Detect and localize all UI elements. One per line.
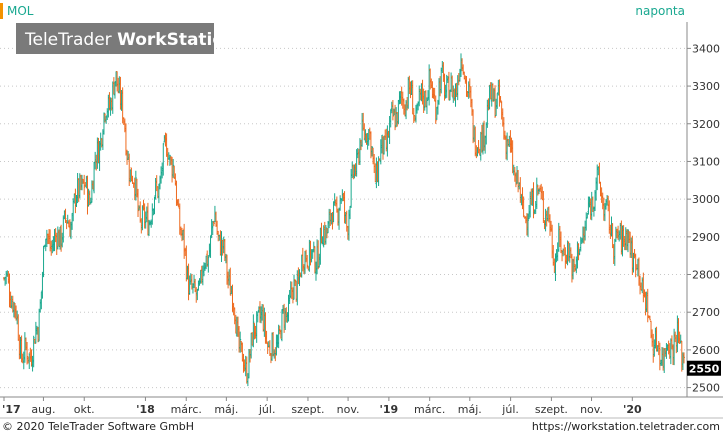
ohlc-bar — [172, 158, 175, 178]
y-tick-label: 2800 — [692, 269, 720, 282]
y-tick-label: 2500 — [692, 382, 720, 395]
x-tick-label: júl. — [258, 403, 276, 416]
x-tick-label: '19 — [380, 403, 399, 416]
ohlc-bar — [577, 243, 580, 261]
ohlc-bar — [32, 335, 35, 368]
ohlc-bar — [252, 314, 255, 348]
x-tick-label: szept. — [535, 403, 568, 416]
interval-label[interactable]: naponta — [635, 4, 685, 18]
ohlc-bar — [634, 253, 637, 278]
x-tick-label: márc. — [414, 403, 445, 416]
ohlc-bar — [477, 140, 480, 154]
ohlc-bar — [212, 220, 215, 227]
ohlc-bar — [137, 188, 140, 217]
last-value-label: 2550 — [689, 363, 720, 376]
x-tick-label: márc. — [171, 403, 202, 416]
y-tick-label: 2900 — [692, 231, 720, 244]
y-tick-label: 3400 — [692, 42, 720, 55]
ohlc-bar — [532, 182, 535, 219]
ohlc-bar — [648, 315, 651, 321]
ohlc-bar — [265, 330, 268, 344]
ohlc-bar — [168, 154, 171, 166]
x-tick-label: máj. — [214, 403, 238, 416]
ohlc-bar — [324, 225, 327, 245]
ohlc-bar — [64, 208, 67, 224]
ohlc-bar — [542, 191, 545, 224]
ohlc-bar — [102, 112, 105, 135]
x-tick-label: '20 — [623, 403, 642, 416]
ohlc-bar — [331, 212, 334, 230]
ohlc-bar — [522, 196, 525, 218]
watermark-brand-bold: WorkStation — [117, 30, 236, 50]
ohlc-bar — [679, 334, 682, 344]
x-tick-label: '17 — [2, 403, 21, 416]
x-tick-label: nov. — [337, 403, 360, 416]
ohlc-bar — [434, 95, 437, 124]
ohlc-bar — [371, 145, 374, 157]
ohlc-bar — [514, 172, 517, 188]
ohlc-bar — [499, 95, 502, 103]
ohlc-bar — [83, 174, 86, 195]
ohlc-bar — [317, 240, 320, 270]
source-url[interactable]: https://workstation.teletrader.com — [532, 420, 720, 433]
ohlc-bar — [229, 267, 232, 296]
ohlc-bar — [266, 342, 269, 355]
ohlc-bar — [220, 231, 223, 262]
ohlc-bar — [380, 134, 383, 154]
x-tick-label: aug. — [31, 403, 55, 416]
ohlc-bar — [134, 170, 137, 201]
y-tick-label: 3100 — [692, 155, 720, 168]
grid-lines — [0, 47, 687, 389]
ohlc-bar — [494, 85, 497, 118]
ohlc-bar — [391, 99, 394, 121]
copyright-text: © 2020 TeleTrader Software GmbH — [2, 420, 194, 433]
x-tick-label: nov. — [580, 403, 603, 416]
y-tick-label: 3200 — [692, 118, 720, 131]
ohlc-bar — [239, 331, 242, 353]
ohlc-bar — [626, 229, 629, 253]
ohlc-bar — [294, 279, 297, 286]
x-tick-label: okt. — [74, 403, 95, 416]
ohlc-bar — [42, 245, 45, 278]
last-value-badge: 2550 — [687, 360, 721, 376]
ohlc-bar — [306, 255, 309, 269]
symbol-label: MOL — [7, 4, 34, 18]
x-tick-label: '18 — [136, 403, 155, 416]
y-tick-label: 3000 — [692, 193, 720, 206]
watermark-brand-light: TeleTrader — [24, 30, 117, 50]
x-axis-ticks: '17 aug. okt. '18 márc. máj. júl. szept. nov. '19… — [2, 397, 642, 416]
ohlc-bar — [33, 338, 36, 345]
y-tick-label: 2600 — [692, 344, 720, 357]
ohlc-bar — [683, 352, 685, 364]
y-tick-label: 3300 — [692, 80, 720, 93]
series-marker — [0, 3, 3, 19]
x-tick-label: máj. — [458, 403, 482, 416]
svg-text:TeleTrader WorkStation: TeleTrader WorkStation — [24, 30, 236, 50]
ohlc-bar — [207, 255, 210, 273]
ohlc-bar — [162, 143, 165, 176]
watermark: TeleTrader WorkStation — [16, 23, 236, 54]
x-tick-label: júl. — [501, 403, 519, 416]
ohlc-bar — [527, 213, 530, 237]
y-axis-ticks: 2500 2600 2700 2800 2900 3000 3100 3200 3300 3400 — [687, 42, 720, 395]
y-tick-label: 2700 — [692, 306, 720, 319]
ohlc-bars — [3, 53, 685, 387]
x-tick-label: szept. — [291, 403, 324, 416]
